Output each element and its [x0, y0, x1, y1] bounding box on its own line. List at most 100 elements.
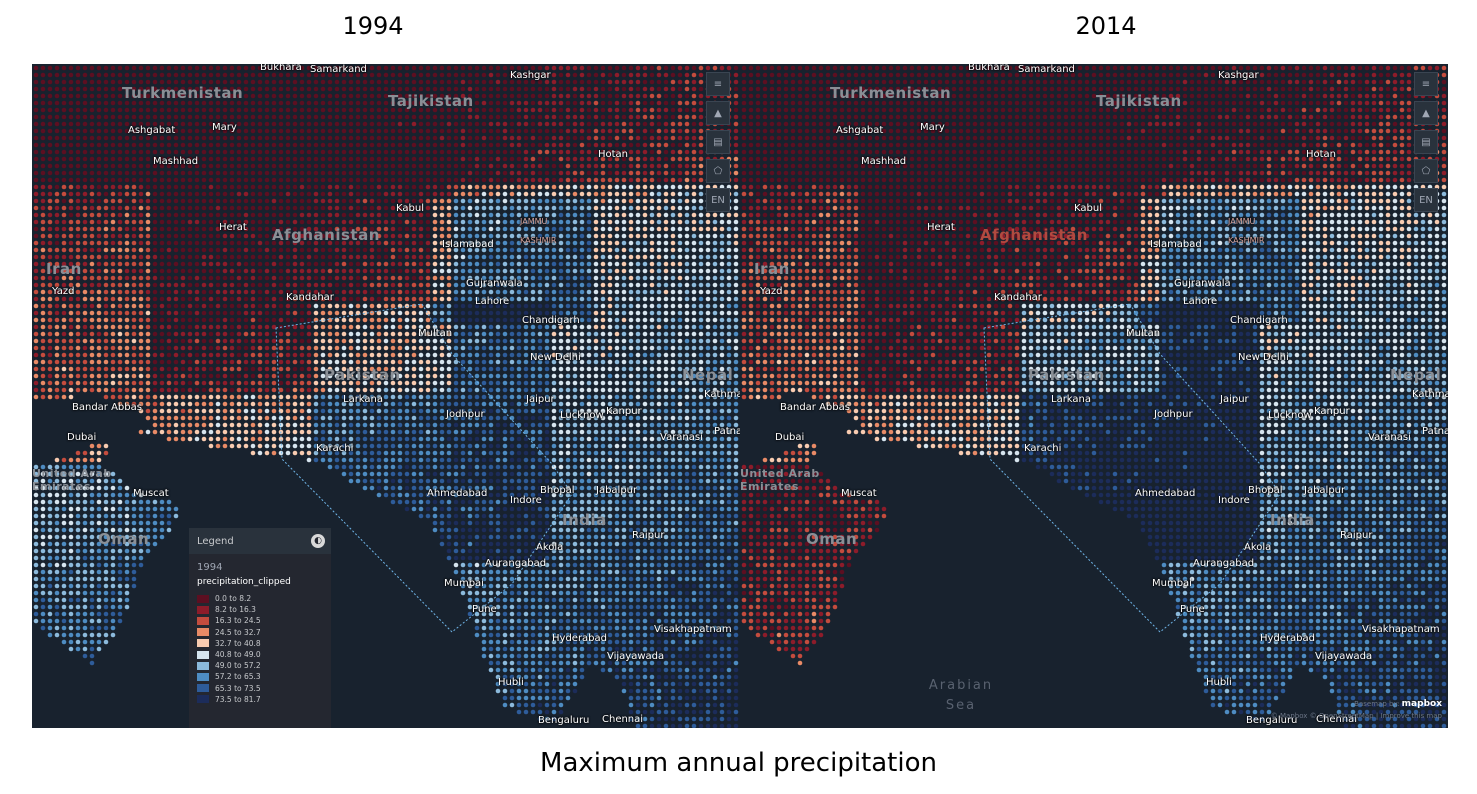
city-label: Islamabad	[1150, 239, 1202, 250]
year-title-right: 2014	[1075, 12, 1137, 40]
city-label: Pune	[472, 604, 497, 615]
city-label: Indore	[510, 495, 542, 506]
country-label: Nepal	[1390, 366, 1442, 384]
city-label: Mumbai	[1152, 578, 1192, 589]
city-label: Bengaluru	[1246, 715, 1298, 726]
city-label: Mashhad	[153, 156, 199, 167]
city-label: Aurangabad	[485, 558, 547, 569]
city-label: Kabul	[1074, 203, 1102, 214]
city-label: Islamabad	[442, 239, 494, 250]
legend-swatch	[197, 616, 209, 625]
legend-bin-label: 8.2 to 16.3	[215, 605, 256, 615]
map-attribution: Basemap by: mapbox © Mapbox © OpenStreet…	[1271, 698, 1442, 722]
draw-polygon-icon[interactable]: ⬠	[706, 159, 730, 183]
legend-bin-label: 24.5 to 32.7	[215, 627, 261, 637]
map-panel-2014[interactable]: Bukhara Samarkand Kashgar Turkmenistan T…	[740, 64, 1448, 728]
city-label: Varanasi	[1368, 432, 1411, 443]
legend-row: 73.5 to 81.7	[197, 694, 331, 705]
city-label: Kanpur	[1314, 406, 1350, 417]
legend-header: Legend ◐	[189, 528, 331, 554]
precipitation-dot-map	[33, 65, 739, 728]
city-label: Mumbai	[444, 578, 484, 589]
city-label: Hotan	[598, 149, 629, 160]
city-label: Varanasi	[660, 432, 703, 443]
city-label: Herat	[927, 222, 955, 233]
table-icon[interactable]: ▤	[1414, 130, 1438, 154]
city-label: Vijayawada	[1315, 651, 1373, 662]
mapbox-logo-icon[interactable]: mapbox	[1401, 699, 1442, 709]
cube-icon[interactable]: ▲	[706, 101, 730, 125]
city-label: Bandar Abbas	[780, 402, 850, 413]
language-button[interactable]: EN	[1414, 188, 1438, 212]
city-label: Patna	[1422, 426, 1448, 437]
attribution-links[interactable]: © Mapbox © OpenStreetMap | Improve this …	[1270, 712, 1442, 720]
legend-swatch	[197, 684, 209, 693]
country-label: Pakistan	[1028, 366, 1105, 384]
city-label: Bukhara	[260, 64, 302, 73]
legend-bin-label: 73.5 to 81.7	[215, 694, 261, 704]
legend-bin-label: 32.7 to 40.8	[215, 638, 261, 648]
map-toolbar: ≡ ▲ ▤ ⬠ EN	[706, 72, 730, 217]
country-label: Oman	[98, 530, 150, 548]
city-label: Multan	[418, 328, 453, 339]
cube-icon[interactable]: ▲	[1414, 101, 1438, 125]
legend-bins: 0.0 to 8.2 8.2 to 16.3 16.3 to 24.5 24.5 to…	[189, 593, 331, 705]
layers-icon[interactable]: ≡	[1414, 72, 1438, 96]
city-label: Larkana	[343, 394, 384, 405]
city-label: Yazd	[52, 286, 75, 297]
city-label: Gujranwala	[1174, 278, 1231, 289]
legend-bin-label: 40.8 to 49.0	[215, 650, 261, 660]
sea-label: Arabian Sea	[928, 678, 994, 713]
precipitation-dot-map	[741, 65, 1447, 728]
legend-row: 49.0 to 57.2	[197, 660, 331, 671]
language-button[interactable]: EN	[706, 188, 730, 212]
country-label: Iran	[754, 260, 790, 278]
city-label: Pune	[1180, 604, 1205, 615]
legend-row: 16.3 to 24.5	[197, 615, 331, 626]
city-label: Muscat	[841, 488, 877, 499]
city-label: Jaipur	[526, 394, 555, 405]
legend-swatch	[197, 672, 209, 681]
city-label: Ashgabat	[836, 125, 884, 136]
legend-bin-label: 0.0 to 8.2	[215, 594, 252, 604]
basemap-credit: Basemap by:	[1354, 700, 1400, 708]
city-label: Kathmandu	[1412, 389, 1448, 400]
country-label: Tajikistan	[1096, 92, 1182, 110]
city-label: Hotan	[1306, 149, 1337, 160]
country-label: Pakistan	[324, 366, 401, 384]
city-label: Ahmedabad	[1135, 488, 1196, 499]
map-panel-1994[interactable]: Bukhara Samarkand Kashgar Turkmenistan T…	[32, 64, 740, 728]
legend-collapse-icon[interactable]: ◐	[311, 534, 325, 548]
legend-row: 24.5 to 32.7	[197, 627, 331, 638]
country-label: India	[562, 511, 607, 529]
legend-row: 57.2 to 65.3	[197, 671, 331, 682]
city-label: Chennai	[1316, 714, 1358, 725]
legend-swatch	[197, 628, 209, 637]
city-label: Kabul	[396, 203, 424, 214]
legend-bin-label: 65.3 to 73.5	[215, 683, 261, 693]
city-label: Akola	[1244, 542, 1272, 553]
study-region-outline	[983, 303, 1281, 633]
country-label: India	[1270, 511, 1315, 529]
draw-polygon-icon[interactable]: ⬠	[1414, 159, 1438, 183]
city-label: Dubai	[67, 432, 97, 443]
layers-icon[interactable]: ≡	[706, 72, 730, 96]
table-icon[interactable]: ▤	[706, 130, 730, 154]
city-label: Raipur	[632, 530, 665, 541]
city-label: Gujranwala	[466, 278, 523, 289]
figure-caption: Maximum annual precipitation	[540, 748, 937, 778]
legend-panel: Legend ◐ 1994 precipitation_clipped 0.0 …	[189, 528, 331, 728]
city-label: Chennai	[602, 714, 644, 725]
country-label: United Arab Emirates	[32, 467, 112, 493]
city-label: Samarkand	[310, 64, 367, 75]
map-toolbar: ≡ ▲ ▤ ⬠ EN	[1414, 72, 1438, 217]
legend-swatch	[197, 639, 209, 648]
legend-bin-label: 49.0 to 57.2	[215, 661, 261, 671]
country-label: Oman	[806, 530, 858, 548]
city-label: Visakhapatnam	[654, 624, 732, 635]
city-label: Yazd	[760, 286, 783, 297]
city-label: Lahore	[1183, 296, 1218, 307]
legend-swatch	[197, 650, 209, 659]
city-label: Hubli	[1206, 677, 1232, 688]
city-label: Samarkand	[1018, 64, 1075, 75]
